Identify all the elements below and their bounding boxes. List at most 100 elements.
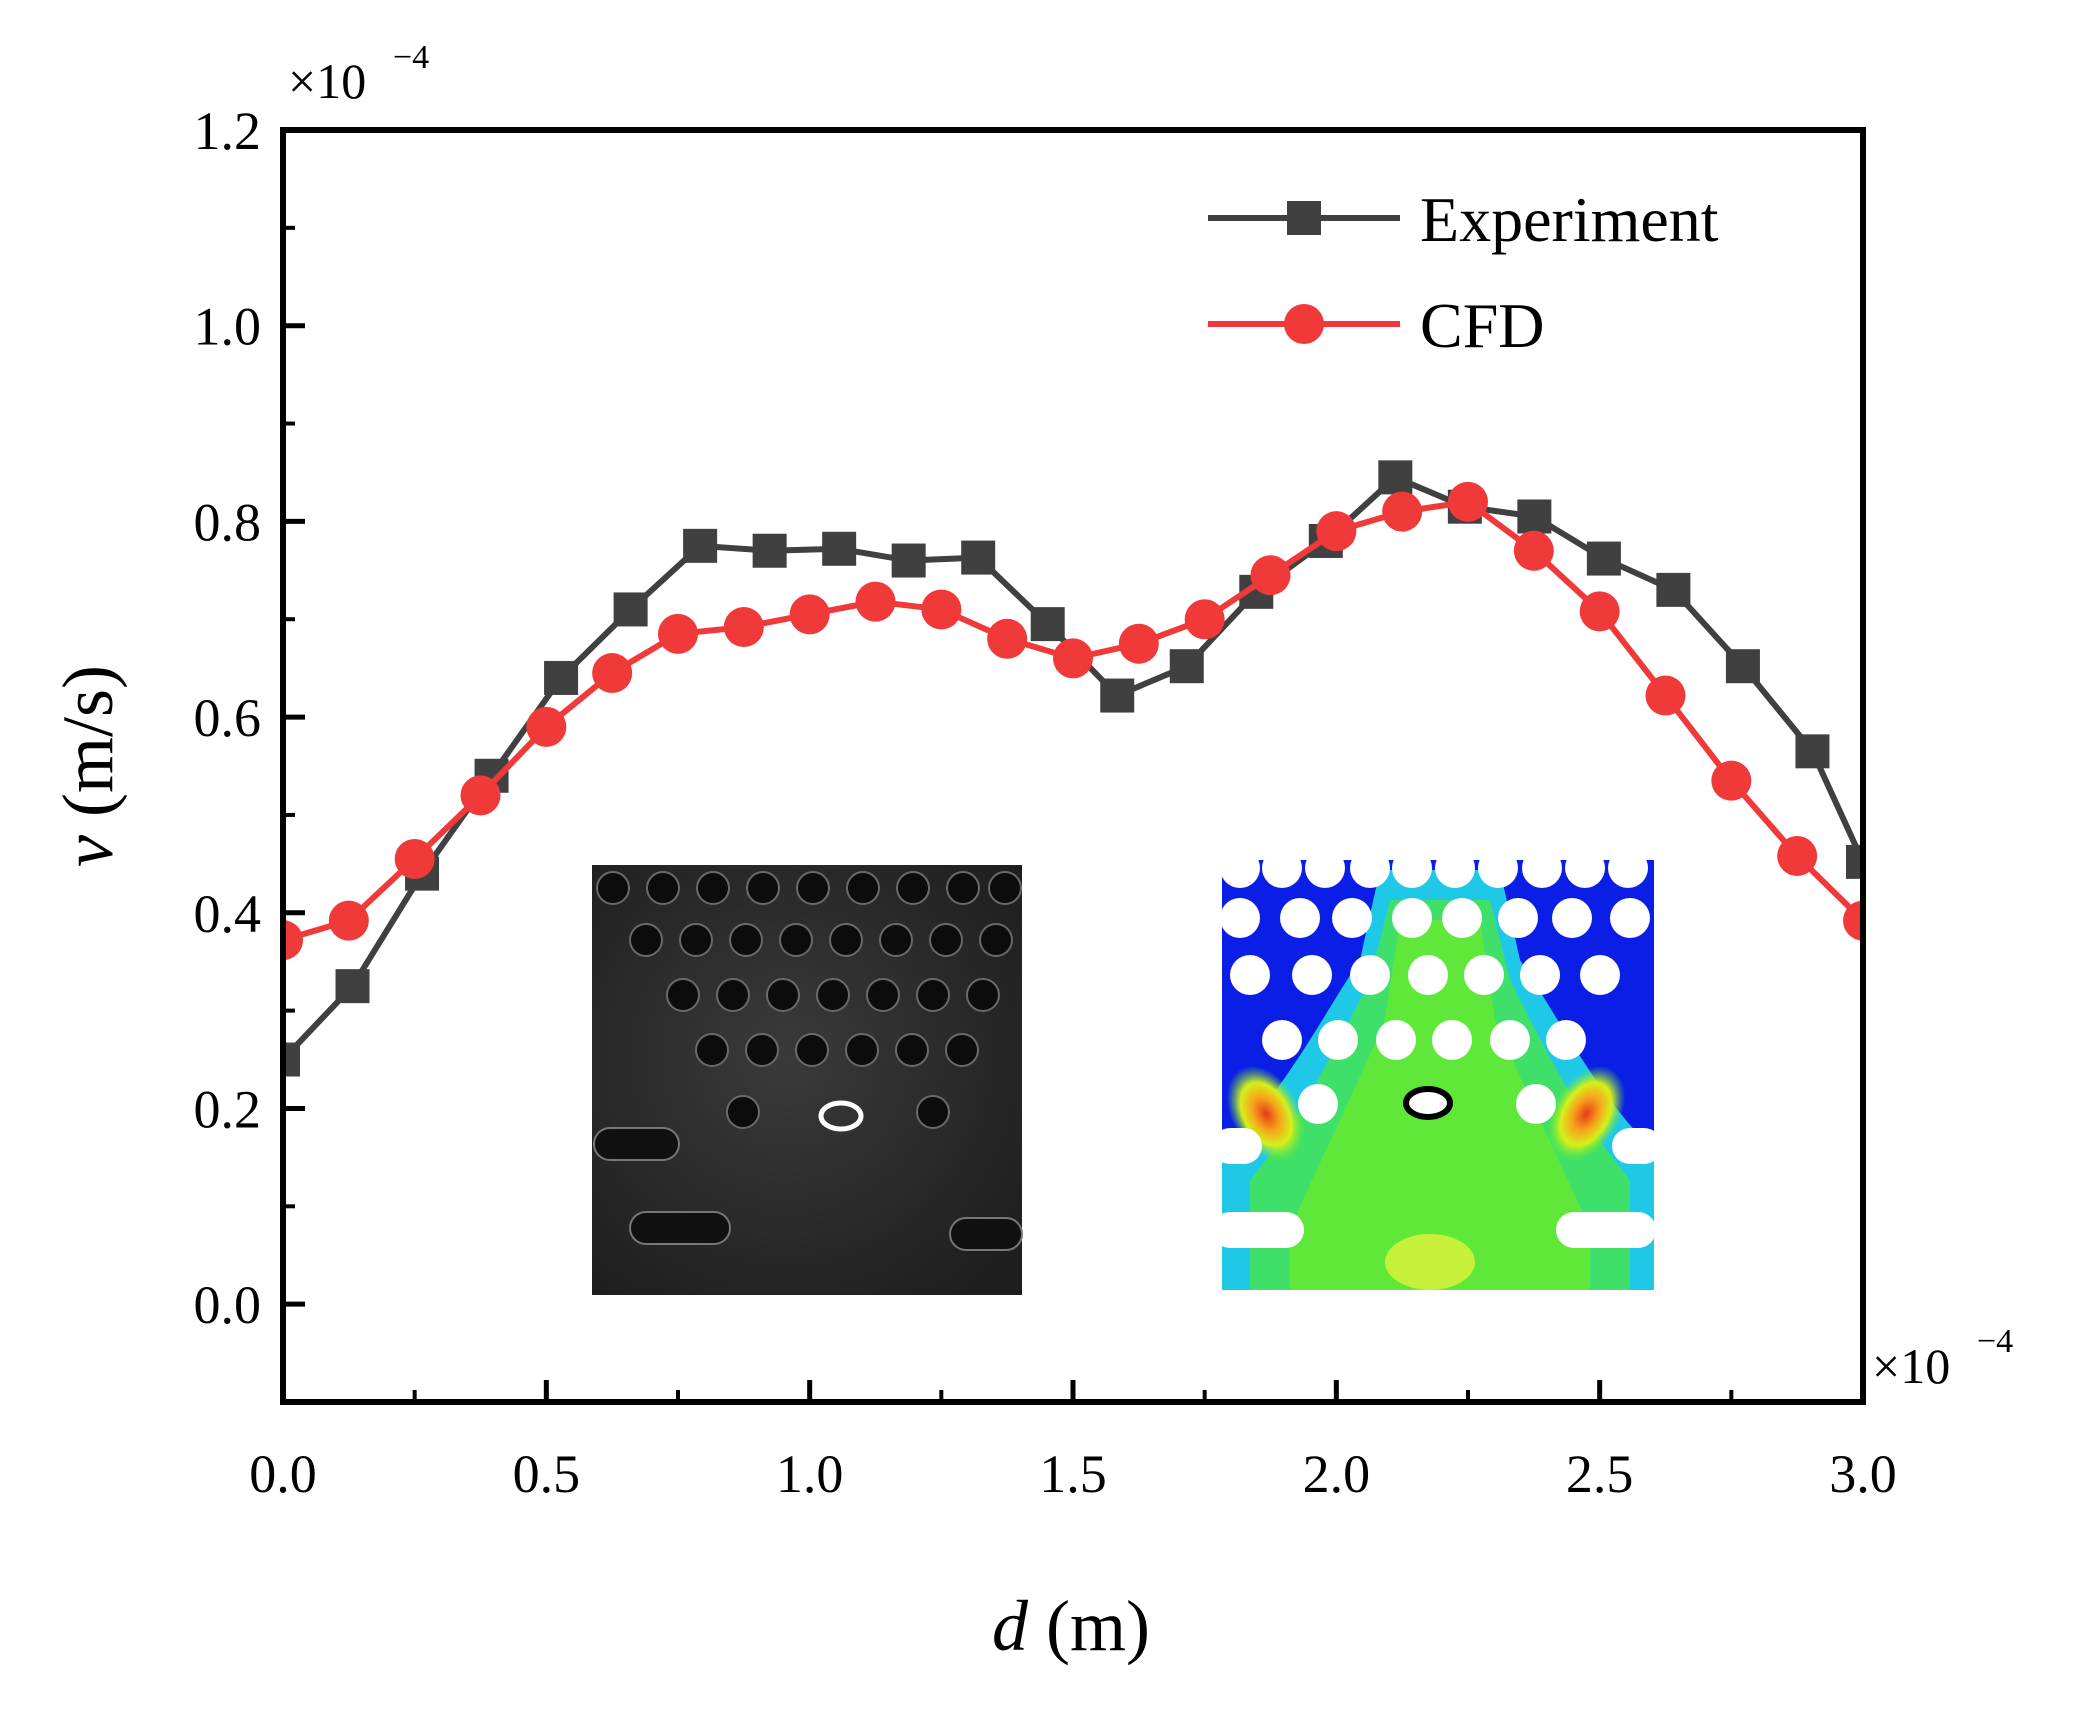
data-point-cfd [526,706,567,747]
legend-label-cfd: CFD [1420,290,1545,361]
pore-hole [596,871,630,905]
y-exponent-label: ×10 −4 [288,39,429,109]
pore-hole [1435,848,1475,888]
svg-text:×10: ×10 [288,53,366,109]
x-axis-title: d (m) [992,1586,1150,1666]
x-tick-label: 2.0 [1303,1444,1371,1504]
pore-hole [646,871,680,905]
data-point-cfd [283,920,303,961]
cfd-inset-image [1212,848,1662,1290]
data-point-cfd [1448,481,1488,522]
pore-hole [766,978,800,1012]
pore-hole [1305,848,1345,888]
data-point-cfd [1053,638,1093,679]
pore-hole [1498,898,1538,938]
experiment-inset-image [592,865,1023,1295]
data-point-experiment [683,528,718,563]
data-point-experiment [1656,572,1691,607]
data-point-experiment [335,969,370,1004]
pore-hole [1332,898,1372,938]
data-point-experiment [1378,460,1413,495]
y-tick-label: 0.2 [194,1079,262,1139]
svg-text:−4: −4 [1977,1323,2013,1360]
pore-hole [1220,848,1260,888]
data-point-cfd [460,775,501,816]
legend: Experiment CFD [1208,184,1719,361]
pore-hole [779,923,813,957]
pore-hole [879,923,913,957]
data-point-experiment [1725,649,1760,684]
y-tick-label: 0.4 [194,884,262,944]
data-point-experiment [752,533,787,568]
data-point-cfd [1777,836,1818,877]
pore-hole [1490,1020,1530,1060]
pore-hole [1292,955,1332,995]
pore-hole [1280,898,1320,938]
pore-hole [695,1033,729,1067]
pore-hole [1262,1020,1302,1060]
data-point-experiment [283,1042,300,1077]
data-point-experiment [1517,499,1552,534]
pore-hole [896,871,930,905]
y-tick-label: 0.8 [194,492,262,552]
pore-hole [895,1033,929,1067]
pore-hole [1230,955,1270,995]
pore-hole [1522,848,1562,888]
svg-text:v (m/s): v (m/s) [48,665,128,867]
pore-hole [1565,848,1605,888]
pore-hole [696,871,730,905]
data-point-cfd [921,589,962,630]
pore-hole [916,1095,950,1129]
legend-marker-cfd [1284,304,1324,344]
pore-hole [946,871,980,905]
data-point-experiment [1846,844,1863,879]
pore-hole [1408,955,1448,995]
pore-hole [629,923,663,957]
data-point-cfd [789,594,830,635]
pore-hole [1552,898,1592,938]
data-point-experiment [1100,678,1135,713]
pore-hole [846,871,880,905]
data-point-experiment [1586,541,1621,576]
x-exponent-label: ×10 −4 [1872,1323,2013,1394]
pore-hole [1520,955,1560,995]
pore-hole [929,923,963,957]
pore-hole [795,1033,829,1067]
pore-hole [966,978,1000,1012]
pore-hole [1442,898,1482,938]
pore-hole [1464,955,1504,995]
data-point-cfd [1711,760,1752,801]
x-tick-label: 0.0 [249,1444,317,1504]
pore-hole [1262,848,1302,888]
x-tick-label: 2.5 [1566,1444,1634,1504]
pore-hole [816,978,850,1012]
pore-hole [745,1033,779,1067]
data-point-experiment [1169,649,1204,684]
data-point-experiment [961,540,996,575]
pore-hole [866,978,900,1012]
data-point-experiment [822,531,857,566]
x-tick-label: 3.0 [1829,1444,1897,1504]
legend-item-experiment: Experiment [1208,184,1719,255]
pore-hole [1298,1084,1338,1124]
pore-hole [1516,1084,1556,1124]
pore-hole [1610,898,1650,938]
y-tick-label: 1.2 [194,101,262,161]
data-point-cfd [394,838,435,879]
legend-item-cfd: CFD [1208,290,1545,361]
data-point-experiment [1030,607,1065,642]
pore-hole [979,923,1013,957]
pore-hole [729,923,763,957]
data-point-experiment [613,592,648,627]
pore-hole [726,1095,760,1129]
y-tick-label: 1.0 [194,297,262,357]
pore-hole [1392,848,1432,888]
x-tick-label: 0.5 [513,1444,581,1504]
pore-hole [1220,898,1260,938]
pore-hole [1546,1020,1586,1060]
x-tick-label: 1.0 [776,1444,844,1504]
pore-hole [1392,898,1432,938]
data-point-cfd [723,607,764,648]
y-tick-label: 0.0 [194,1275,262,1335]
